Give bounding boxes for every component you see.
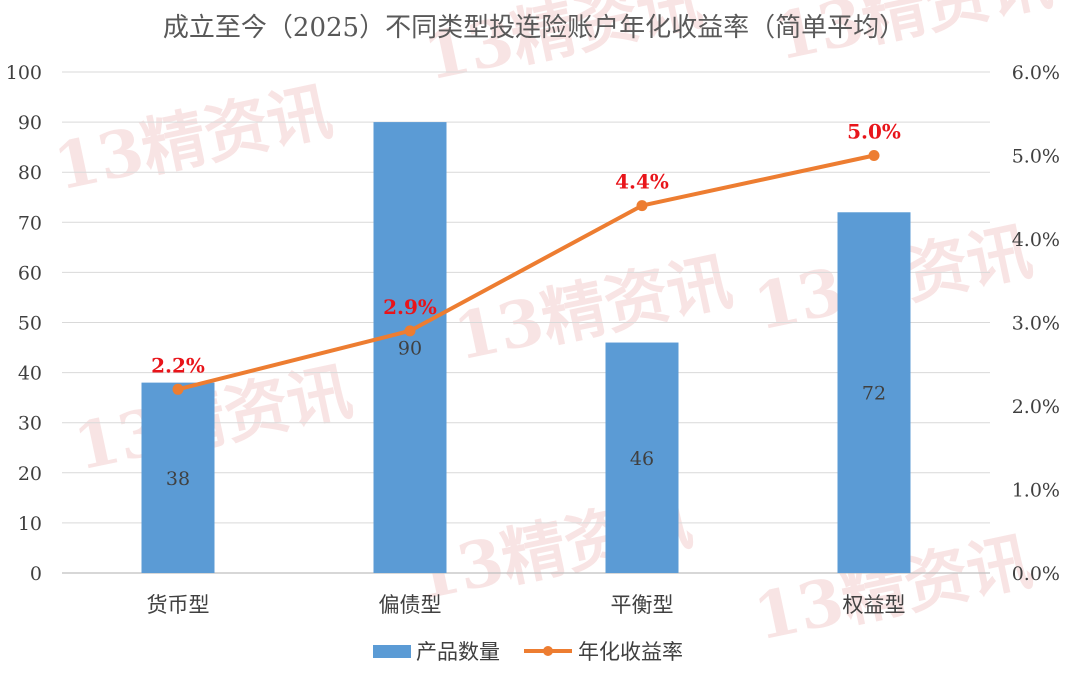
left-tick-label: 0 bbox=[30, 563, 42, 585]
category-label: 权益型 bbox=[843, 593, 906, 617]
legend-swatch-marker bbox=[543, 646, 553, 656]
watermark-mark: 13精资讯 bbox=[448, 244, 739, 376]
left-tick-label: 80 bbox=[18, 162, 42, 184]
chart-title: 成立至今（2025）不同类型投连险账户年化收益率（简单平均） bbox=[163, 13, 905, 43]
line-series: 2.2% 2.9% 4.4% 5.0% bbox=[151, 120, 901, 395]
bar bbox=[373, 122, 447, 573]
bar-value-label: 46 bbox=[630, 448, 654, 470]
legend-label-line: 年化收益率 bbox=[578, 640, 683, 664]
right-tick-label: 4.0% bbox=[1012, 229, 1060, 251]
bar bbox=[837, 212, 911, 573]
line-path bbox=[177, 153, 875, 392]
left-tick-label: 70 bbox=[18, 212, 42, 234]
bar-value-label: 90 bbox=[398, 338, 422, 360]
legend-label-bar: 产品数量 bbox=[416, 640, 500, 664]
right-axis: 0.0% 1.0% 2.0% 3.0% 4.0% 5.0% 6.0% bbox=[1012, 62, 1060, 585]
left-tick-label: 40 bbox=[18, 363, 42, 385]
line-point bbox=[636, 200, 648, 212]
line-value-label: 2.9% bbox=[383, 295, 437, 319]
bar-value-label: 38 bbox=[166, 468, 190, 490]
category-label: 货币型 bbox=[147, 593, 210, 617]
left-tick-label: 30 bbox=[18, 413, 42, 435]
bar bbox=[605, 342, 679, 573]
left-tick-label: 50 bbox=[18, 313, 42, 335]
category-label: 平衡型 bbox=[611, 593, 674, 617]
bar-series: 38 90 46 72 bbox=[141, 122, 911, 573]
right-tick-label: 5.0% bbox=[1012, 146, 1060, 168]
watermark-mark: 13精资讯 bbox=[48, 74, 339, 206]
line-value-label: 2.2% bbox=[151, 353, 205, 377]
line-point bbox=[404, 325, 416, 337]
left-tick-label: 60 bbox=[18, 262, 42, 284]
legend-swatch-bar bbox=[373, 645, 411, 658]
left-tick-label: 90 bbox=[18, 112, 42, 134]
right-tick-label: 0.0% bbox=[1012, 563, 1060, 585]
bar bbox=[141, 382, 215, 573]
left-tick-label: 100 bbox=[6, 62, 42, 84]
line-value-label: 4.4% bbox=[615, 170, 669, 194]
x-axis: 货币型 偏债型 平衡型 权益型 bbox=[147, 593, 906, 617]
gridlines bbox=[62, 71, 990, 574]
line-point bbox=[868, 150, 880, 161]
line-point bbox=[172, 383, 184, 395]
category-label: 偏债型 bbox=[379, 593, 442, 617]
legend: 产品数量 年化收益率 bbox=[373, 640, 683, 664]
left-axis: 0 10 20 30 40 50 60 70 80 90 100 bbox=[6, 62, 42, 585]
right-tick-label: 6.0% bbox=[1012, 62, 1060, 84]
line-value-label: 5.0% bbox=[847, 120, 901, 144]
right-tick-label: 1.0% bbox=[1012, 480, 1060, 502]
right-tick-label: 2.0% bbox=[1012, 396, 1060, 418]
bar-value-label: 72 bbox=[862, 383, 886, 405]
right-tick-label: 3.0% bbox=[1012, 313, 1060, 335]
left-tick-label: 10 bbox=[18, 513, 42, 535]
left-tick-label: 20 bbox=[18, 463, 42, 485]
